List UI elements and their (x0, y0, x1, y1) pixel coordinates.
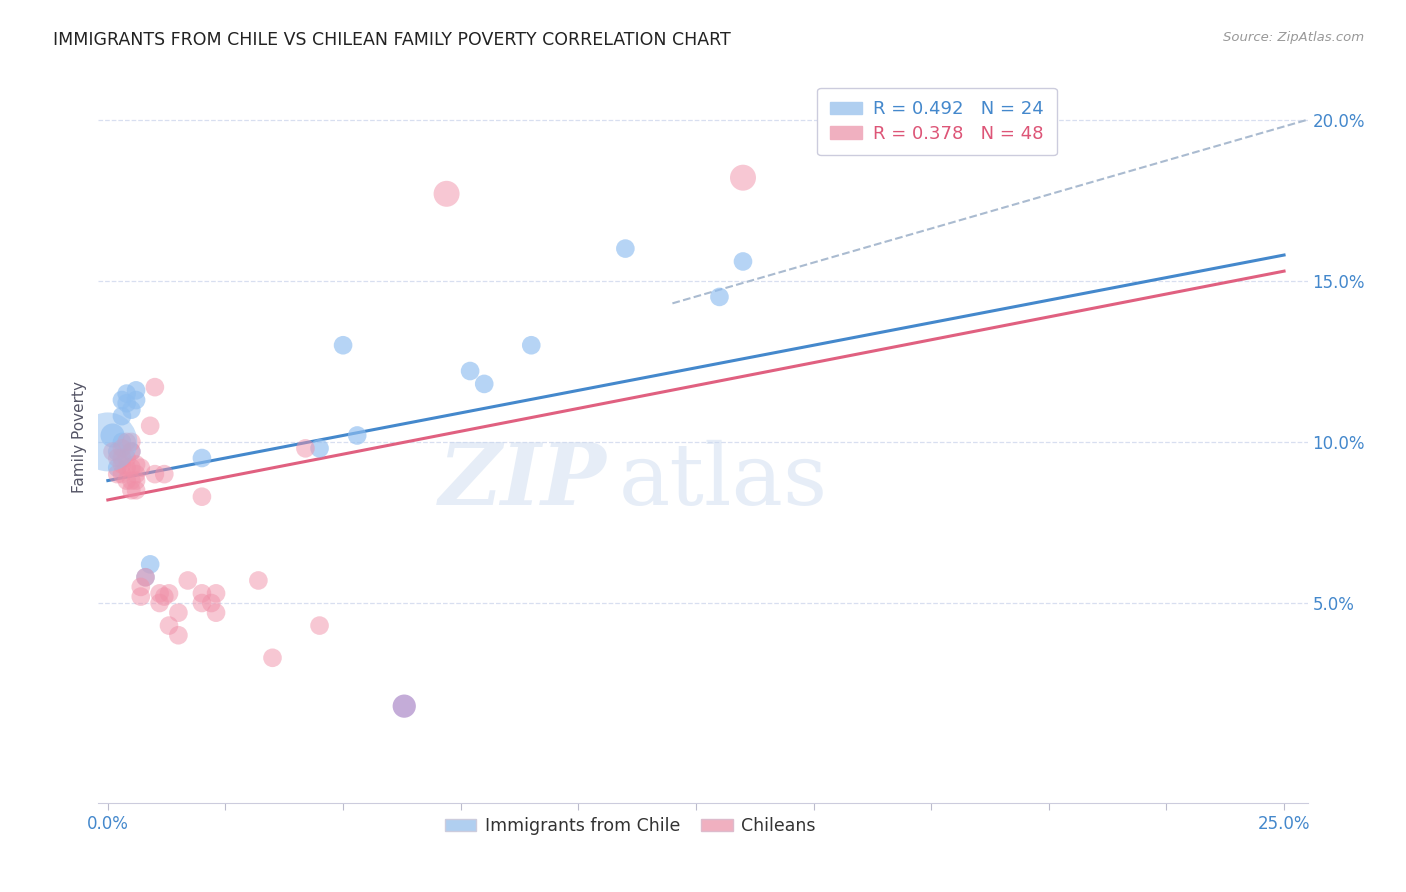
Point (115, 386, 138, 401)
Point (205, 606, 228, 620)
Point (125, 458, 148, 472)
Point (332, 338, 354, 352)
Point (120, 460, 142, 475)
Point (205, 586, 228, 600)
Point (191, 450, 214, 465)
Point (115, 396, 138, 410)
Point (105, 460, 128, 475)
Point (115, 434, 138, 449)
Point (129, 580, 152, 594)
Point (125, 483, 148, 498)
Point (111, 434, 134, 449)
Point (709, 290, 731, 304)
Point (520, 338, 543, 352)
Point (143, 467, 166, 482)
Point (97, 434, 120, 449)
Point (111, 467, 134, 482)
Point (125, 467, 148, 482)
Point (614, 242, 637, 256)
Point (120, 474, 142, 488)
Point (139, 558, 162, 572)
Point (111, 450, 134, 465)
Point (111, 409, 134, 424)
Text: ZIP: ZIP (439, 439, 606, 523)
Point (436, 186, 458, 201)
Point (731, 170, 754, 185)
Point (120, 483, 142, 498)
Text: Source: ZipAtlas.com: Source: ZipAtlas.com (1223, 31, 1364, 45)
Point (458, 364, 481, 378)
Point (177, 574, 200, 588)
Point (153, 467, 176, 482)
Point (157, 586, 180, 600)
Point (149, 596, 172, 610)
Point (105, 450, 128, 465)
Point (308, 442, 330, 456)
Point (134, 570, 156, 584)
Point (125, 384, 148, 398)
Point (120, 444, 142, 458)
Point (120, 434, 142, 449)
Point (125, 392, 148, 407)
Point (308, 618, 330, 632)
Text: atlas: atlas (619, 440, 828, 523)
Point (115, 474, 138, 488)
Point (167, 606, 190, 620)
Point (101, 428, 124, 442)
Text: IMMIGRANTS FROM CHILE VS CHILEAN FAMILY POVERTY CORRELATION CHART: IMMIGRANTS FROM CHILE VS CHILEAN FAMILY … (53, 31, 731, 49)
Point (153, 590, 176, 604)
Point (191, 586, 214, 600)
Point (247, 574, 270, 588)
Point (200, 596, 222, 610)
Point (731, 254, 754, 268)
Point (394, 699, 416, 714)
Point (115, 460, 138, 475)
Point (125, 474, 148, 488)
Point (191, 596, 214, 610)
Point (120, 444, 142, 458)
Point (101, 444, 124, 458)
Y-axis label: Family Poverty: Family Poverty (72, 381, 87, 493)
Point (157, 618, 180, 632)
Point (346, 428, 368, 442)
Point (115, 450, 138, 465)
Point (294, 442, 316, 456)
Point (167, 628, 190, 642)
Point (129, 460, 152, 475)
Point (105, 467, 128, 482)
Point (191, 490, 214, 504)
Point (111, 392, 134, 407)
Point (105, 444, 128, 458)
Point (111, 458, 134, 472)
Point (149, 586, 172, 600)
Legend: Immigrants from Chile, Chileans: Immigrants from Chile, Chileans (439, 810, 823, 842)
Point (472, 376, 495, 391)
Point (262, 650, 284, 665)
Point (129, 590, 152, 604)
Point (120, 402, 142, 417)
Point (139, 418, 162, 433)
Point (134, 570, 156, 584)
Point (143, 380, 166, 394)
Point (111, 442, 134, 456)
